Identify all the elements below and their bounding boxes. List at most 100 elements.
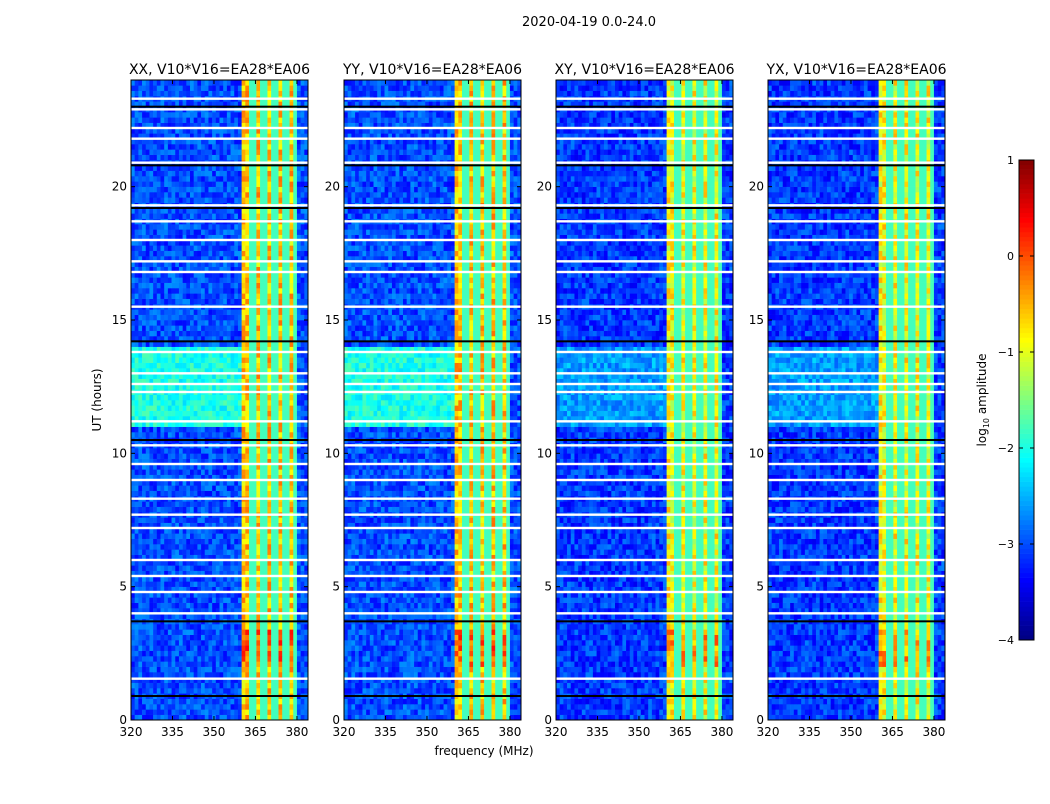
heatmap-cell (212, 293, 216, 299)
heatmap-cell (223, 187, 227, 193)
heatmap-cell (260, 581, 264, 587)
heatmap-cell (282, 672, 286, 678)
heatmap-cell (220, 363, 224, 369)
heatmap-cell (212, 331, 216, 337)
heatmap-cell (179, 501, 183, 507)
heatmap-cell (227, 544, 231, 550)
heatmap-cell (264, 363, 268, 369)
heatmap-cell (135, 245, 139, 251)
heatmap-cell (293, 485, 297, 491)
heatmap-cell (149, 448, 153, 454)
heatmap-cell (279, 192, 283, 198)
heatmap-cell (223, 688, 227, 694)
heatmap-cell (234, 661, 238, 667)
heatmap-cell (264, 651, 268, 657)
heatmap-cell (231, 176, 235, 182)
heatmap-cell (234, 411, 238, 417)
heatmap-cell (205, 213, 209, 219)
heatmap-cell (216, 187, 220, 193)
heatmap-cell (197, 293, 201, 299)
heatmap-cell (301, 517, 305, 523)
heatmap-cell (212, 277, 216, 283)
heatmap-cell (208, 405, 212, 411)
heatmap-cell (256, 640, 260, 646)
heatmap-cell (194, 363, 198, 369)
heatmap-cell (135, 672, 139, 678)
heatmap-cell (153, 245, 157, 251)
heatmap-cell (135, 581, 139, 587)
heatmap-cell (135, 331, 139, 337)
heatmap-cell (216, 635, 220, 641)
heatmap-cell (290, 320, 294, 326)
heatmap-cell (149, 251, 153, 257)
heatmap-cell (183, 363, 187, 369)
heatmap-cell (260, 517, 264, 523)
heatmap-cell (227, 709, 231, 715)
heatmap-cell (153, 325, 157, 331)
heatmap-cell (223, 640, 227, 646)
heatmap-cell (282, 187, 286, 193)
heatmap-cell (227, 688, 231, 694)
heatmap-cell (138, 469, 142, 475)
heatmap-cell (146, 197, 150, 203)
heatmap-cell (271, 544, 275, 550)
heatmap-cell (194, 325, 198, 331)
heatmap-cell (201, 688, 205, 694)
heatmap-cell (227, 517, 231, 523)
heatmap-cell (223, 544, 227, 550)
heatmap-cell (172, 197, 176, 203)
heatmap-cell (245, 411, 249, 417)
heatmap-cell (161, 331, 165, 337)
heatmap-cell (149, 197, 153, 203)
heatmap-cell (183, 544, 187, 550)
heatmap-cell (142, 357, 146, 363)
heatmap-cell (253, 715, 257, 721)
heatmap-cell (197, 485, 201, 491)
heatmap-cell (253, 683, 257, 689)
heatmap-cell (197, 539, 201, 545)
heatmap-cell (153, 651, 157, 657)
heatmap-cell (245, 544, 249, 550)
heatmap-cell (149, 624, 153, 630)
heatmap-cell (275, 539, 279, 545)
heatmap-cell (290, 448, 294, 454)
heatmap-cell (293, 320, 297, 326)
heatmap-cell (201, 645, 205, 651)
heatmap-cell (142, 656, 146, 662)
heatmap-cell (290, 283, 294, 289)
heatmap-cell (245, 320, 249, 326)
heatmap-cell (231, 357, 235, 363)
heatmap-cell (279, 325, 283, 331)
heatmap-cell (161, 453, 165, 459)
heatmap-cell (275, 251, 279, 257)
heatmap-cell (157, 667, 161, 673)
heatmap-cell (194, 229, 198, 235)
heatmap-cell (161, 485, 165, 491)
heatmap-cell (234, 597, 238, 603)
heatmap-cell (135, 400, 139, 406)
heatmap-cell (264, 197, 268, 203)
heatmap-cell (146, 709, 150, 715)
heatmap-cell (286, 635, 290, 641)
heatmap-cell (245, 293, 249, 299)
heatmap-cell (175, 229, 179, 235)
heatmap-cell (264, 469, 268, 475)
heatmap-cell (179, 213, 183, 219)
heatmap-cell (227, 245, 231, 251)
heatmap-cell (267, 672, 271, 678)
heatmap-cell (172, 651, 176, 657)
heatmap-cell (135, 688, 139, 694)
heatmap-cell (194, 400, 198, 406)
heatmap-cell (245, 309, 249, 315)
heatmap-cell (249, 645, 253, 651)
heatmap-cell (138, 629, 142, 635)
heatmap-cell (290, 325, 294, 331)
heatmap-cell (138, 192, 142, 198)
heatmap-cell (194, 715, 198, 721)
heatmap-cell (157, 187, 161, 193)
heatmap-cell (175, 283, 179, 289)
heatmap-cell (190, 539, 194, 545)
heatmap-cell (201, 432, 205, 438)
heatmap-cell (279, 171, 283, 177)
heatmap-cell (282, 715, 286, 721)
